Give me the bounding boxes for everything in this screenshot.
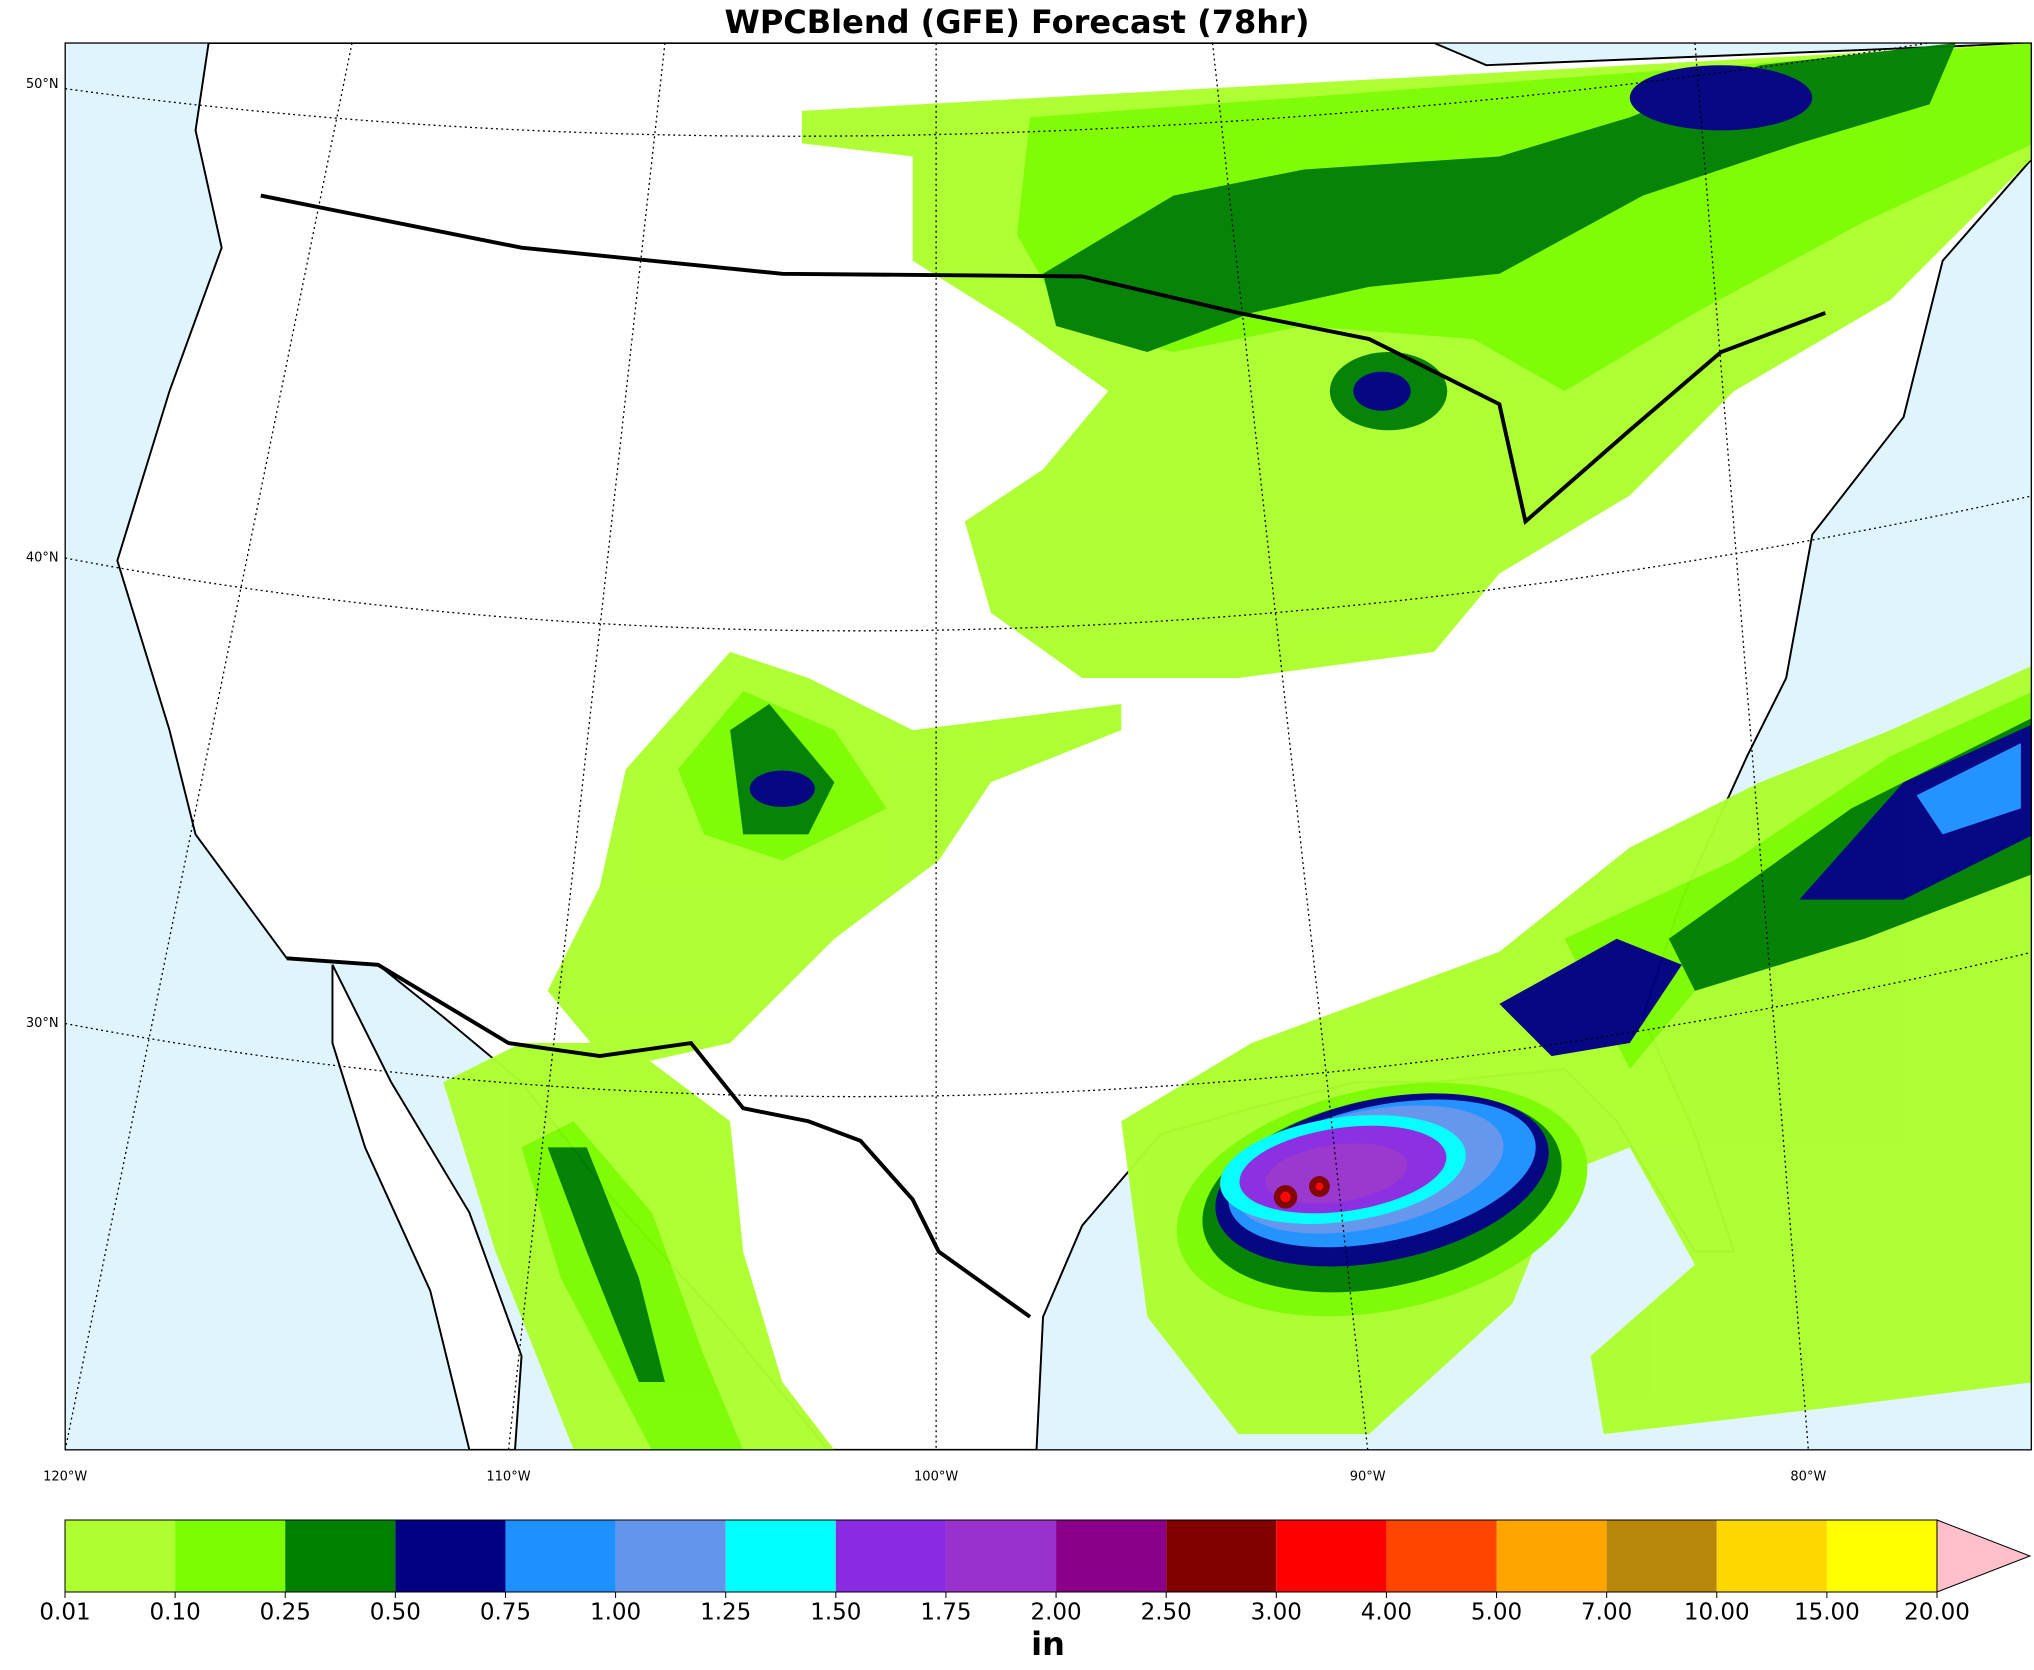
colorbar-bin	[1606, 1520, 1717, 1592]
colorbar-tick-label: 0.25	[260, 1600, 311, 1626]
colorbar-tick-label: 7.00	[1581, 1600, 1632, 1626]
colorbar-bin	[1276, 1520, 1387, 1592]
colorbar-bin	[945, 1520, 1057, 1592]
colorbar-bin	[1056, 1520, 1167, 1592]
map	[64, 42, 2032, 1451]
colorbar-bin	[725, 1520, 836, 1592]
lat-label: 30°N	[26, 1016, 59, 1031]
colorbar-tick-label: 2.00	[1030, 1600, 1081, 1626]
lon-label: 80°W	[1790, 1470, 1826, 1485]
lon-label: 110°W	[486, 1470, 530, 1485]
colorbar-tick-label: 1.00	[590, 1600, 641, 1626]
graticule	[65, 43, 2032, 1450]
borders	[260, 193, 1827, 1319]
colorbar-tick-label: 0.01	[39, 1600, 90, 1626]
colorbar-tick-label: 1.75	[920, 1600, 971, 1626]
colorbar-tick-label: 3.00	[1251, 1600, 1302, 1626]
colorbar-frame	[64, 1519, 1938, 1593]
land	[331, 964, 523, 1450]
colorbar-tick-label: 15.00	[1794, 1600, 1860, 1626]
colorbar-tick-label: 1.25	[700, 1600, 751, 1626]
colorbar-tick-label: 0.10	[150, 1600, 201, 1626]
colorbar-bin	[505, 1520, 616, 1592]
colorbar-bin	[615, 1520, 726, 1592]
colorbar-bin	[175, 1520, 286, 1592]
map-frame	[64, 42, 2032, 1451]
map-title: WPCBlend (GFE) Forecast (78hr)	[725, 3, 1310, 41]
precip-shading	[443, 43, 2032, 1450]
lon-label: 120°W	[43, 1470, 87, 1485]
colorbar-tick-label: 0.75	[480, 1600, 531, 1626]
colorbar-tick-label: 20.00	[1904, 1600, 1970, 1626]
lat-label: 50°N	[26, 77, 59, 92]
colorbar-unit: in	[1031, 1625, 1065, 1663]
colorbar-tick-label: 2.50	[1141, 1600, 1192, 1626]
colorbar-bin	[1386, 1520, 1497, 1592]
colorbar-tick-label: 4.00	[1361, 1600, 1412, 1626]
colorbar-bin	[1166, 1520, 1277, 1592]
colorbar-bin	[285, 1520, 396, 1592]
colorbar-tick-label: 0.50	[370, 1600, 421, 1626]
colorbar-tick-label: 10.00	[1684, 1600, 1750, 1626]
colorbar-bin	[395, 1520, 506, 1592]
colorbar-bin	[1826, 1520, 1937, 1592]
colorbar-bin	[835, 1520, 946, 1592]
colorbar-bin	[65, 1520, 176, 1592]
colorbar-bin	[1716, 1520, 1827, 1592]
colorbar-tick-label: 1.50	[810, 1600, 861, 1626]
colorbar-bin	[1496, 1520, 1607, 1592]
colorbar-extend	[1936, 1519, 2032, 1593]
lon-label: 90°W	[1350, 1470, 1386, 1485]
lon-label: 100°W	[914, 1470, 958, 1485]
lat-label: 40°N	[26, 551, 59, 566]
colorbar-tick-label: 5.00	[1471, 1600, 1522, 1626]
